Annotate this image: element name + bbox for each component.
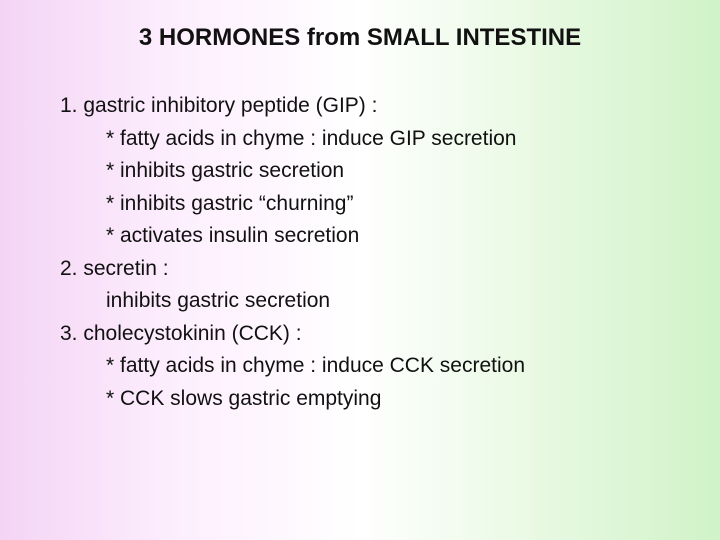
list-subitem: inhibits gastric secretion [60,285,660,318]
list-item: 1. gastric inhibitory peptide (GIP) : [60,90,660,123]
list-subitem: * inhibits gastric secretion [60,155,660,188]
slide-title: 3 HORMONES from SMALL INTESTINE [60,24,660,52]
list-subitem: * inhibits gastric “churning” [60,188,660,221]
list-item: 2. secretin : [60,253,660,286]
list-subitem: * activates insulin secretion [60,220,660,253]
list-subitem: * CCK slows gastric emptying [60,383,660,416]
list-subitem: * fatty acids in chyme : induce CCK secr… [60,350,660,383]
slide: 3 HORMONES from SMALL INTESTINE 1. gastr… [0,0,720,540]
list-subitem: * fatty acids in chyme : induce GIP secr… [60,123,660,156]
list-item: 3. cholecystokinin (CCK) : [60,318,660,351]
slide-body: 1. gastric inhibitory peptide (GIP) : * … [60,90,660,415]
